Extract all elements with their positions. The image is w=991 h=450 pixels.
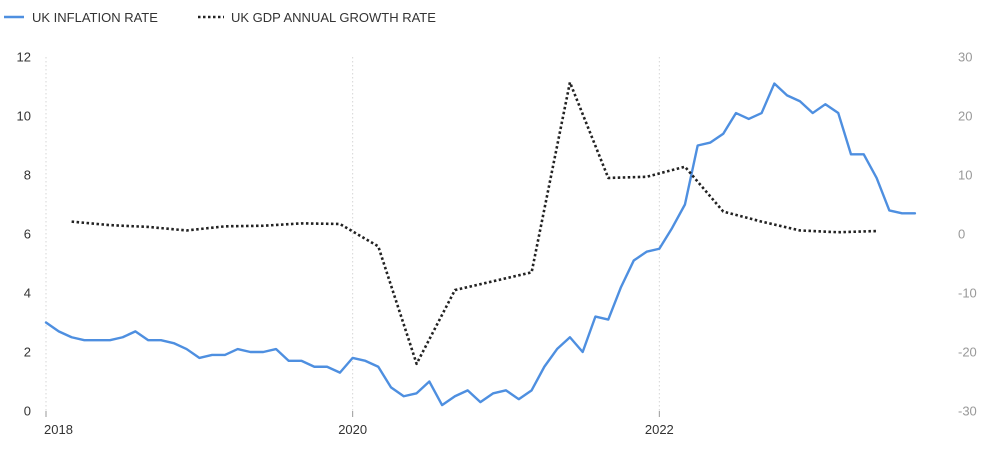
y-right-tick-label: 30 bbox=[958, 50, 972, 65]
x-tick-label: 2022 bbox=[645, 422, 674, 437]
x-axis: 2018 2020 2022 bbox=[44, 411, 674, 437]
series-layer bbox=[44, 81, 917, 407]
y-right-tick-label: -30 bbox=[958, 404, 977, 419]
series-line-inflation bbox=[44, 82, 917, 407]
y-left-tick-label: 8 bbox=[24, 168, 31, 183]
y-right-tick-label: 20 bbox=[958, 109, 972, 124]
y-left-tick-label: 6 bbox=[24, 227, 31, 242]
legend: UK INFLATION RATE UK GDP ANNUAL GROWTH R… bbox=[4, 10, 436, 25]
y-left-tick-label: 12 bbox=[17, 50, 31, 65]
y-left-tick-label: 2 bbox=[24, 345, 31, 360]
y-right-tick-label: 0 bbox=[958, 227, 965, 242]
y-left-tick-label: 4 bbox=[24, 286, 31, 301]
x-tick-label: 2018 bbox=[44, 422, 73, 437]
legend-label-gdp: UK GDP ANNUAL GROWTH RATE bbox=[231, 10, 436, 25]
y-right-tick-label: -20 bbox=[958, 345, 977, 360]
y-left-tick-label: 10 bbox=[17, 109, 31, 124]
y-axis-right: -30 -20 -10 0 10 20 30 bbox=[958, 50, 977, 419]
series-line-gdp bbox=[71, 81, 877, 366]
y-right-tick-label: 10 bbox=[958, 168, 972, 183]
y-axis-left: 0 2 4 6 8 10 12 bbox=[17, 50, 31, 419]
grid bbox=[45, 57, 660, 411]
legend-label-inflation: UK INFLATION RATE bbox=[32, 10, 158, 25]
x-tick-label: 2020 bbox=[338, 422, 367, 437]
y-right-tick-label: -10 bbox=[958, 286, 977, 301]
y-left-tick-label: 0 bbox=[24, 404, 31, 419]
